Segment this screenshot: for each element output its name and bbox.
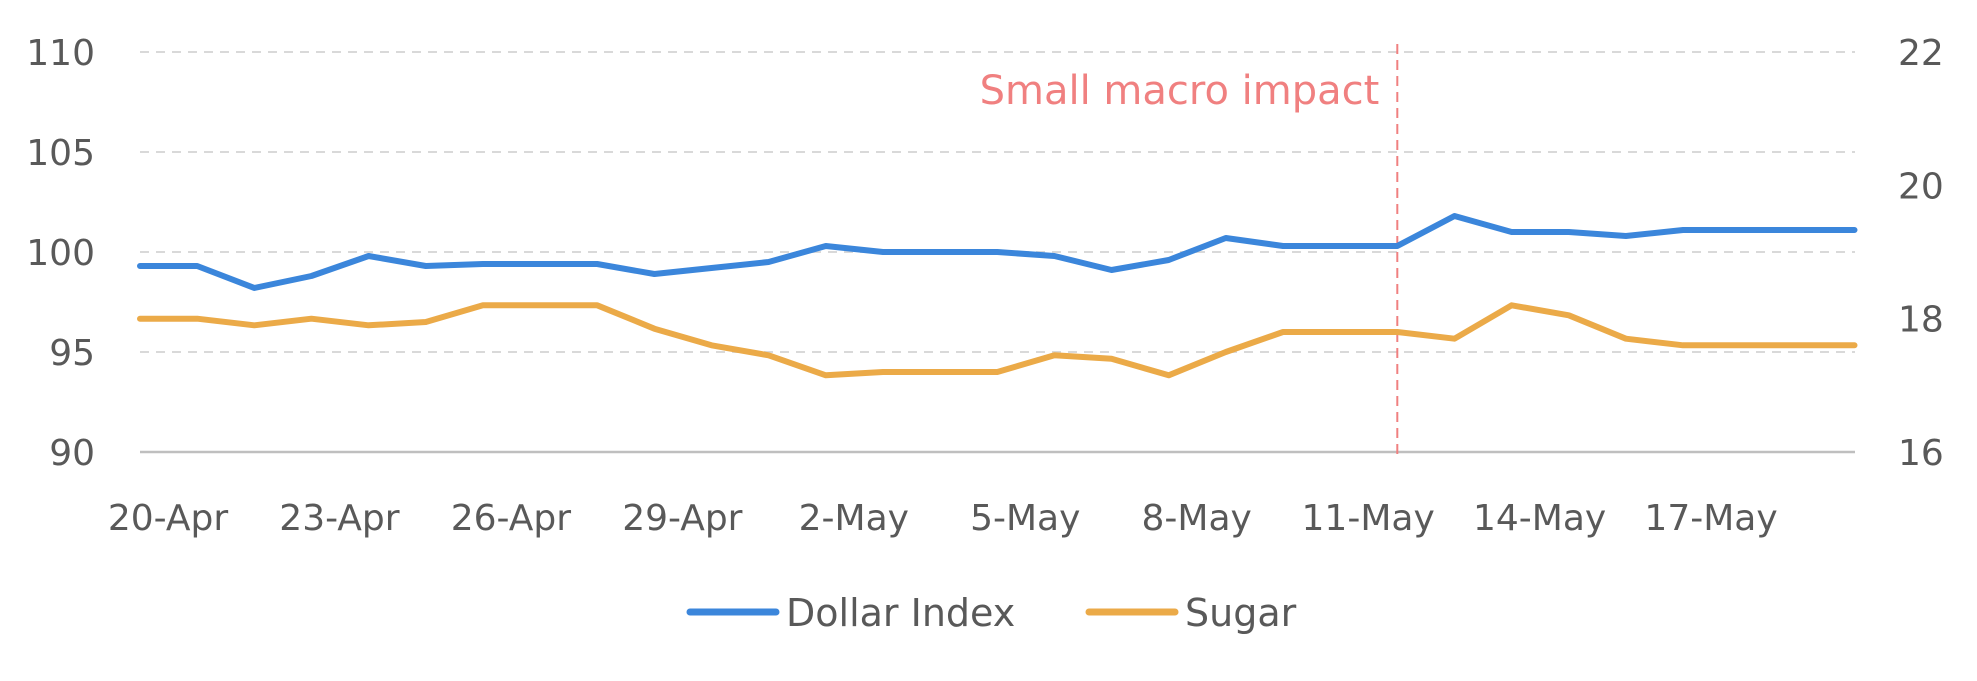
annotation: Small macro impact [980,44,1399,460]
annotation-label: Small macro impact [980,68,1380,114]
x-tick-label: 2-May [799,498,909,539]
left-y-tick-label: 90 [49,433,95,474]
x-tick-label: 29-Apr [622,498,742,539]
x-tick-label: 20-Apr [108,498,228,539]
right-y-axis: 22 20 18 16 [1898,33,1944,474]
x-tick-label: 23-Apr [279,498,399,539]
gridlines [140,51,1855,454]
x-tick-label: 26-Apr [451,498,571,539]
x-tick-label: 14-May [1473,498,1606,539]
series-lines [137,213,1858,379]
legend-label: Dollar Index [786,591,1015,635]
left-y-tick-label: 100 [26,233,95,274]
left-y-axis: 110 105 100 95 90 [26,33,95,474]
series-line-sugar [137,302,1858,379]
left-y-tick-label: 110 [26,33,95,74]
right-y-tick-label: 16 [1898,433,1944,474]
x-tick-label: 8-May [1142,498,1252,539]
right-y-tick-label: 18 [1898,300,1944,341]
x-tick-label: 17-May [1644,498,1777,539]
right-y-tick-label: 20 [1898,166,1944,207]
left-y-tick-label: 95 [49,333,95,374]
left-y-tick-label: 105 [26,133,95,174]
legend: Dollar Index Sugar [686,591,1297,635]
right-y-tick-label: 22 [1898,33,1944,74]
series-line-dollar-index [137,213,1858,291]
x-tick-label: 11-May [1302,498,1435,539]
legend-label: Sugar [1185,591,1297,635]
x-tick-label: 5-May [970,498,1080,539]
x-axis: 20-Apr 23-Apr 26-Apr 29-Apr 2-May 5-May 8-May 1… [108,498,1778,539]
